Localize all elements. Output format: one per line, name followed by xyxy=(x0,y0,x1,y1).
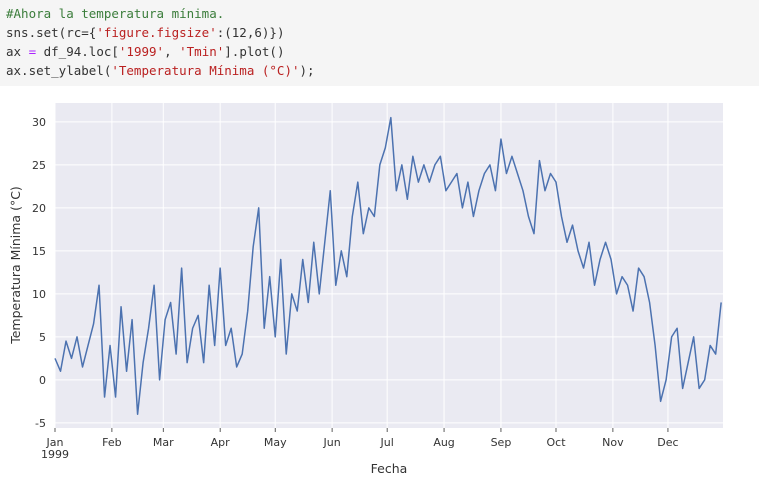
code-token: '1999' xyxy=(118,44,165,59)
code-token: 'figure.figsize' xyxy=(96,25,217,40)
code-token: #Ahora la temperatura mínima. xyxy=(6,6,225,21)
code-token: sns.set(rc={ xyxy=(6,25,97,40)
x-tick-label: Dec xyxy=(657,436,678,449)
x-tick-label: Aug xyxy=(433,436,454,449)
code-token: ax xyxy=(6,44,29,59)
y-tick-label: 5 xyxy=(39,331,46,344)
plot-area xyxy=(55,103,723,428)
x-tick-label: May xyxy=(264,436,287,449)
y-tick-label: 0 xyxy=(39,374,46,387)
code-token: ax.set_ylabel( xyxy=(6,63,112,78)
y-tick-label: -5 xyxy=(35,417,46,430)
x-tick-label: Nov xyxy=(602,436,624,449)
code-cell: #Ahora la temperatura mínima. sns.set(rc=… xyxy=(0,0,759,86)
y-tick-label: 20 xyxy=(32,202,46,215)
code-line: #Ahora la temperatura mínima. xyxy=(6,4,753,23)
x-tick-label: Sep xyxy=(491,436,512,449)
code-token: ); xyxy=(299,63,315,78)
x-tick-label: Mar xyxy=(153,436,174,449)
code-line: sns.set(rc={'figure.figsize':(12,6)}) xyxy=(6,23,753,42)
code-line: ax.set_ylabel('Temperatura Mínima (°C)')… xyxy=(6,61,753,80)
y-tick-label: 25 xyxy=(32,159,46,172)
code-token: :(12,6)}) xyxy=(216,25,285,40)
code-line: ax = df_94.loc['1999', 'Tmin'].plot() xyxy=(6,42,753,61)
code-token: 'Tmin' xyxy=(179,44,225,59)
data-line xyxy=(54,116,722,415)
x-tick-label: Apr xyxy=(211,436,231,449)
code-token: 'Temperatura Mínima (°C)' xyxy=(111,63,300,78)
y-tick-label: 15 xyxy=(32,245,46,258)
y-axis-label: Temperatura Mínima (°C) xyxy=(8,186,23,345)
code-token: ].plot() xyxy=(224,44,285,59)
x-tick-label: Jan 1999 xyxy=(41,436,69,461)
code-token: = xyxy=(28,44,37,59)
x-tick-label: Jul xyxy=(380,436,394,449)
x-tick-label: Feb xyxy=(102,436,121,449)
x-axis-label: Fecha xyxy=(371,461,408,476)
code-token: df_94.loc[ xyxy=(36,44,119,59)
y-tick-label: 30 xyxy=(32,116,46,129)
x-tick-label: Jun xyxy=(323,436,341,449)
y-tick-label: 10 xyxy=(32,288,46,301)
code-token: , xyxy=(164,44,180,59)
x-tick-label: Oct xyxy=(546,436,566,449)
